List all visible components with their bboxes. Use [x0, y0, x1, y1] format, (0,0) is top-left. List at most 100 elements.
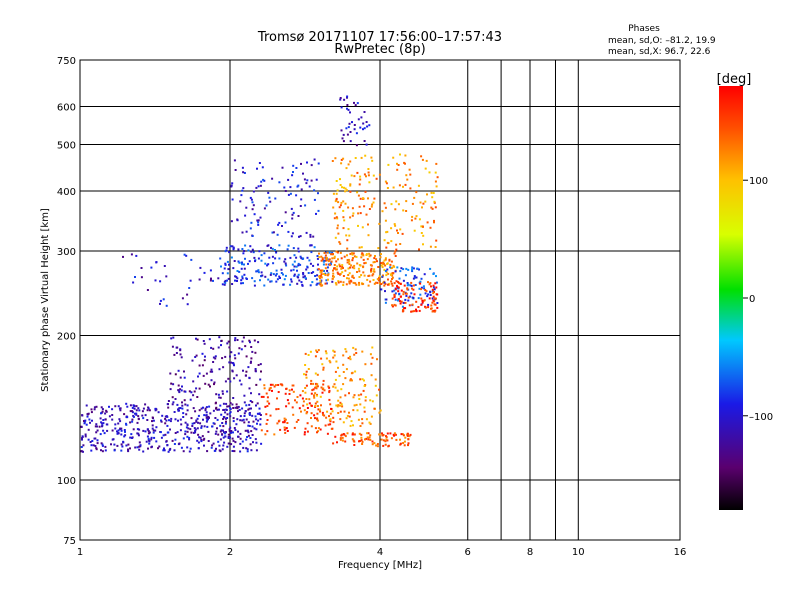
data-point: [310, 392, 313, 395]
data-point: [165, 304, 168, 307]
data-point: [225, 417, 227, 420]
data-point: [275, 272, 278, 275]
data-point: [339, 178, 341, 181]
data-point: [281, 225, 283, 227]
data-point: [245, 278, 248, 280]
data-point: [174, 418, 177, 421]
data-point: [349, 183, 352, 186]
data-point: [113, 449, 116, 452]
data-point: [208, 338, 211, 341]
data-point: [105, 409, 108, 412]
data-point: [238, 379, 241, 382]
data-point: [300, 410, 302, 413]
data-point: [198, 387, 201, 390]
data-point: [241, 248, 244, 250]
data-point: [429, 291, 432, 294]
data-point: [177, 419, 179, 422]
data-point: [401, 232, 404, 235]
data-point: [152, 431, 155, 434]
data-point: [100, 406, 103, 409]
data-point: [424, 200, 427, 203]
data-point: [405, 294, 408, 297]
data-point: [253, 427, 256, 430]
data-point: [226, 417, 229, 419]
data-point: [319, 269, 322, 272]
data-point: [312, 271, 315, 274]
data-point: [201, 364, 204, 367]
data-point: [96, 442, 99, 445]
data-point: [231, 403, 234, 406]
data-point: [314, 417, 316, 420]
data-point: [297, 215, 300, 217]
data-point: [322, 368, 325, 371]
colorbar-tick-label: 100: [749, 176, 768, 187]
data-point: [342, 354, 345, 357]
data-point: [178, 391, 181, 394]
data-point: [339, 396, 342, 399]
data-point: [88, 418, 91, 421]
data-point: [336, 251, 339, 254]
data-point: [332, 385, 335, 388]
data-point: [196, 338, 199, 341]
data-point: [351, 275, 354, 278]
data-point: [84, 419, 87, 422]
data-point: [400, 289, 403, 292]
data-point: [353, 128, 356, 131]
data-point: [292, 390, 295, 393]
data-point: [399, 228, 402, 231]
data-point: [260, 275, 263, 278]
data-point: [316, 412, 319, 415]
data-point: [394, 304, 397, 307]
data-point: [195, 387, 198, 390]
data-point: [227, 377, 230, 380]
data-point: [412, 288, 415, 291]
data-point: [277, 384, 280, 386]
data-point: [364, 438, 366, 441]
data-point: [306, 430, 309, 433]
data-point: [383, 268, 386, 271]
data-point: [309, 350, 312, 353]
data-point: [321, 391, 324, 394]
data-point: [194, 431, 197, 434]
data-point: [278, 257, 281, 260]
data-point: [235, 423, 238, 426]
data-point: [410, 219, 413, 222]
data-point: [259, 184, 262, 187]
data-point: [326, 432, 329, 435]
data-point: [278, 181, 281, 184]
data-point: [358, 440, 360, 443]
data-point: [355, 255, 358, 258]
data-point: [146, 435, 149, 438]
data-point: [290, 235, 293, 238]
data-point: [230, 361, 232, 364]
data-point: [336, 405, 339, 408]
data-point: [168, 449, 171, 451]
data-point: [209, 412, 212, 415]
data-point: [429, 267, 432, 270]
data-point: [195, 419, 198, 422]
data-point: [380, 438, 383, 441]
data-point: [418, 268, 420, 271]
data-point: [146, 409, 149, 412]
data-point: [355, 403, 358, 406]
data-point: [292, 211, 295, 214]
data-point: [338, 206, 341, 209]
data-point: [369, 438, 372, 441]
data-point: [225, 249, 228, 252]
data-point: [183, 370, 185, 373]
data-point: [186, 303, 189, 306]
data-point: [95, 431, 98, 434]
data-point: [192, 431, 195, 434]
data-point: [134, 276, 136, 278]
data-point: [243, 267, 246, 270]
data-point: [231, 283, 234, 285]
data-point: [424, 167, 427, 170]
data-point: [387, 444, 390, 447]
data-point: [393, 282, 396, 285]
data-point: [304, 427, 307, 430]
data-point: [367, 234, 370, 237]
data-point: [280, 383, 283, 386]
data-point: [287, 230, 290, 233]
data-point: [339, 251, 342, 254]
data-point: [249, 245, 252, 248]
